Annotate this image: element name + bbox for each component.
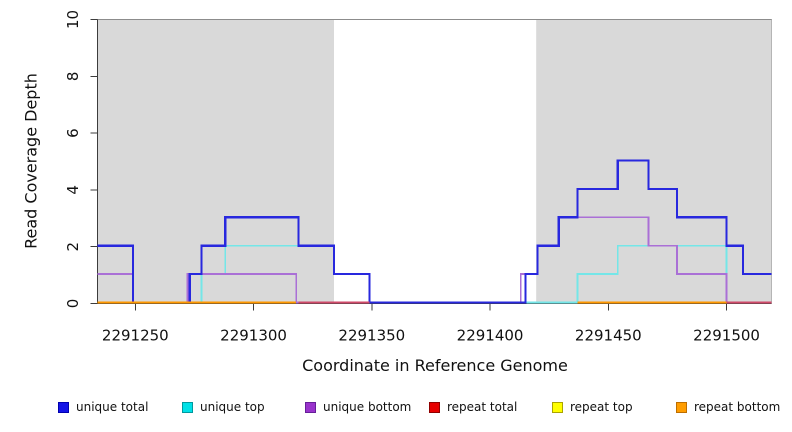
legend-swatch-icon xyxy=(182,401,193,413)
legend-label: repeat bottom xyxy=(694,400,781,414)
legend-label: unique total xyxy=(76,400,149,414)
x-tick-label: 2291350 xyxy=(338,327,405,345)
legend-label: unique bottom xyxy=(323,400,412,414)
x-tick-label: 2291250 xyxy=(102,327,169,345)
legend-item-unique-bottom: unique bottom xyxy=(305,396,411,418)
legend-label: repeat total xyxy=(447,400,518,414)
series-unique-total xyxy=(97,159,772,304)
y-tick-label: 10 xyxy=(64,10,82,29)
y-tick-label: 4 xyxy=(64,185,82,195)
shaded-region-left xyxy=(97,19,334,304)
y-tick-label: 8 xyxy=(64,72,82,82)
x-axis-title: Coordinate in Reference Genome xyxy=(302,356,568,375)
y-tick-label: 0 xyxy=(64,299,82,309)
y-tick-label: 6 xyxy=(64,128,82,138)
legend-swatch-icon xyxy=(676,401,687,413)
legend-swatch-icon xyxy=(429,401,440,413)
legend-label: repeat top xyxy=(570,400,633,414)
legend-swatch-icon xyxy=(305,401,316,413)
legend-item-unique-top: unique top xyxy=(182,396,265,418)
x-tick-label: 2291500 xyxy=(693,327,760,345)
legend-item-repeat-top: repeat top xyxy=(552,396,633,418)
y-axis-title: Read Coverage Depth xyxy=(21,73,41,249)
legend-swatch-icon xyxy=(552,401,563,413)
legend: unique total unique top unique bottom repea… xyxy=(0,396,792,422)
x-tick-label: 2291450 xyxy=(575,327,642,345)
legend-item-repeat-total: repeat total xyxy=(429,396,517,418)
legend-swatch-icon xyxy=(58,401,69,413)
legend-item-repeat-bottom: repeat bottom xyxy=(676,396,780,418)
legend-item-unique-total: unique total xyxy=(58,396,148,418)
shaded-region-right xyxy=(536,19,772,304)
x-tick-label: 2291400 xyxy=(457,327,524,345)
y-tick-label: 2 xyxy=(64,242,82,252)
x-tick-label: 2291300 xyxy=(220,327,287,345)
legend-label: unique top xyxy=(200,400,265,414)
